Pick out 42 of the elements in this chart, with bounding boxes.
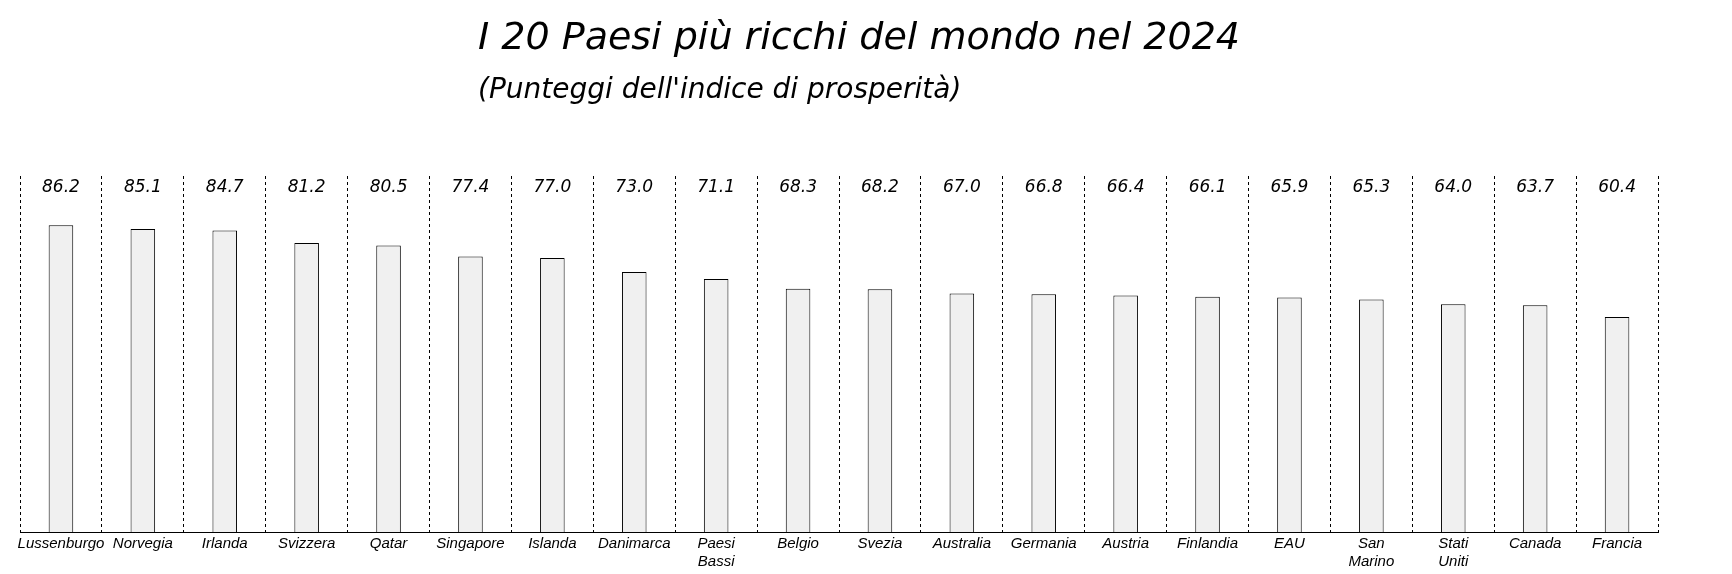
x-tick-label: Svezia bbox=[857, 534, 903, 552]
data-label: 81.2 bbox=[287, 176, 326, 197]
x-tick-label: Australia bbox=[931, 534, 992, 552]
x-tick-label: Belgio bbox=[777, 534, 819, 552]
x-tick-label: Lussenburgo bbox=[17, 534, 105, 552]
data-label: 73.0 bbox=[615, 176, 654, 197]
data-label: 65.9 bbox=[1270, 176, 1309, 197]
x-tick-label: Norvegia bbox=[112, 534, 173, 552]
data-label: 65.3 bbox=[1352, 176, 1391, 197]
x-tick-label: EAU bbox=[1274, 534, 1306, 552]
data-label: 66.8 bbox=[1024, 176, 1063, 197]
x-tick-label: Svizzera bbox=[277, 534, 336, 552]
chart-subtitle: (Punteggi dell'indice di prosperità) bbox=[478, 72, 962, 105]
x-tick-label: Francia bbox=[1592, 534, 1643, 552]
data-label: 77.4 bbox=[451, 176, 490, 197]
x-tick-label: Stati Uniti bbox=[1438, 534, 1469, 570]
data-label: 85.1 bbox=[123, 176, 162, 197]
data-label: 68.3 bbox=[779, 176, 817, 197]
x-tick-label: Finlandia bbox=[1177, 534, 1238, 552]
data-label: 66.1 bbox=[1188, 176, 1227, 197]
x-tick-label: Singapore bbox=[436, 534, 505, 552]
data-label: 67.0 bbox=[942, 176, 981, 197]
x-tick-label: Irlanda bbox=[201, 534, 248, 552]
x-tick-label: Austria bbox=[1101, 534, 1149, 552]
x-tick-label: Qatar bbox=[369, 534, 409, 552]
data-label: 80.5 bbox=[369, 176, 408, 197]
data-label: 71.1 bbox=[697, 176, 736, 197]
data-label: 66.4 bbox=[1106, 176, 1145, 197]
data-label: 77.0 bbox=[533, 176, 572, 197]
x-tick-label: Danimarca bbox=[597, 534, 671, 552]
chart-title: I 20 Paesi più ricchi del mondo nel 2024 bbox=[478, 14, 1241, 58]
data-label: 68.2 bbox=[861, 176, 899, 197]
x-tick-label: Paesi Bassi bbox=[697, 534, 736, 570]
x-tick-label: Canada bbox=[1508, 534, 1562, 552]
data-label: 63.7 bbox=[1516, 176, 1555, 197]
data-label: 84.7 bbox=[205, 176, 244, 197]
data-label: 60.4 bbox=[1598, 176, 1636, 197]
x-tick-label: Islanda bbox=[528, 534, 577, 552]
x-tick-label: Germania bbox=[1010, 534, 1077, 552]
data-label: 64.0 bbox=[1434, 176, 1473, 197]
x-tick-label: San Marino bbox=[1348, 534, 1395, 570]
data-label: 86.2 bbox=[42, 176, 80, 197]
